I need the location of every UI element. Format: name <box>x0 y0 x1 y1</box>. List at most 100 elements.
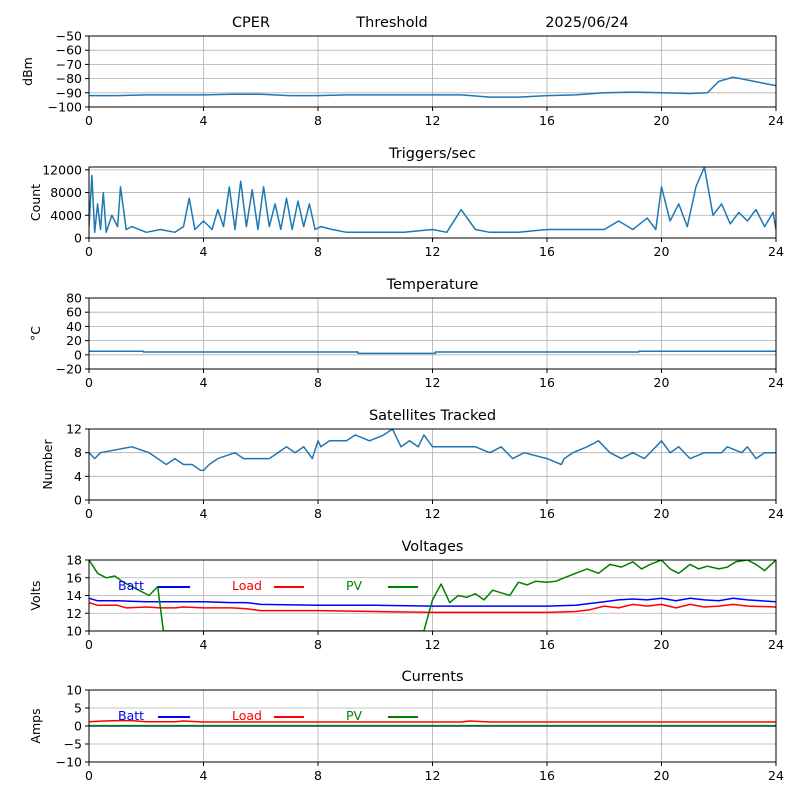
panel-5: 0 4 8 12 16 20 24 10 12 14 16 18 Voltages Volts Batt Lo… <box>28 539 784 652</box>
x-tick-label: 20 <box>654 506 670 521</box>
x-tick-label: 12 <box>425 506 441 521</box>
panel-4: 0 4 8 12 16 20 24 0 4 8 12 Satellites Tracked Number <box>40 408 784 521</box>
legend: Batt Load PV <box>118 578 418 593</box>
x-tick-label: 4 <box>200 113 208 128</box>
y-tick-label: −10 <box>56 755 82 770</box>
y-tick-label: 4 <box>74 469 82 484</box>
panel-title: Currents <box>401 669 463 685</box>
x-tick-label: 20 <box>654 768 670 783</box>
legend-label-load: Load <box>232 578 262 593</box>
x-tick-label: 16 <box>539 113 555 128</box>
legend-label-pv: PV <box>346 578 363 593</box>
x-tick-label: 20 <box>654 244 670 259</box>
x-tick-label: 8 <box>314 768 322 783</box>
y-tick-label: −80 <box>56 71 82 86</box>
panel-title: Voltages <box>402 539 464 555</box>
series-line-load <box>89 719 776 723</box>
y-axis-label: Number <box>40 439 55 490</box>
y-tick-label: 40 <box>66 319 82 334</box>
x-tick-label: 0 <box>85 375 93 390</box>
y-axis-label: Volts <box>28 580 43 610</box>
y-tick-label: −50 <box>56 29 82 44</box>
x-tick-label: 4 <box>200 375 208 390</box>
y-tick-label: −5 <box>64 737 82 752</box>
y-tick-label: −60 <box>56 43 82 58</box>
y-tick-label: −20 <box>56 362 82 377</box>
y-tick-label: 12 <box>66 422 82 437</box>
x-tick-label: 4 <box>200 637 208 652</box>
x-tick-label: 0 <box>85 244 93 259</box>
y-tick-label: 4000 <box>50 208 82 223</box>
x-tick-label: 12 <box>425 375 441 390</box>
y-axis-label: Amps <box>28 708 43 743</box>
y-tick-label: 14 <box>66 588 82 603</box>
y-tick-label: 60 <box>66 305 82 320</box>
x-tick-label: 16 <box>539 375 555 390</box>
header-site: CPER <box>232 15 270 31</box>
y-tick-label: 5 <box>74 701 82 716</box>
x-tick-label: 12 <box>425 244 441 259</box>
y-tick-label: 10 <box>66 683 82 698</box>
x-tick-label: 24 <box>768 506 784 521</box>
y-axis-label: dBm <box>20 57 35 86</box>
series-line <box>89 350 776 355</box>
y-tick-label: 80 <box>66 291 82 306</box>
x-tick-label: 0 <box>85 506 93 521</box>
x-tick-label: 12 <box>425 637 441 652</box>
y-tick-label: −90 <box>56 85 82 100</box>
legend-label-load: Load <box>232 708 262 723</box>
y-tick-label: 8000 <box>50 185 82 200</box>
legend-label-batt: Batt <box>118 578 144 593</box>
x-tick-label: 8 <box>314 506 322 521</box>
x-tick-label: 16 <box>539 244 555 259</box>
series-line <box>89 167 776 234</box>
y-tick-label: −70 <box>56 57 82 72</box>
y-tick-label: 0 <box>74 231 82 246</box>
panel-title: Temperature <box>386 277 479 293</box>
legend-label-batt: Batt <box>118 708 144 723</box>
x-tick-label: 16 <box>539 637 555 652</box>
x-tick-label: 24 <box>768 375 784 390</box>
x-tick-label: 24 <box>768 768 784 783</box>
legend: Batt Load PV <box>118 708 418 723</box>
y-tick-label: 0 <box>74 719 82 734</box>
header-mode: Threshold <box>355 15 427 31</box>
x-tick-label: 20 <box>654 375 670 390</box>
panel-1: 0 4 8 12 16 20 24 −100−90−80−70−60−50 dBm <box>20 29 784 129</box>
y-tick-label: 18 <box>66 553 82 568</box>
y-tick-label: 8 <box>74 445 82 460</box>
x-tick-label: 24 <box>768 113 784 128</box>
x-tick-label: 12 <box>425 768 441 783</box>
x-tick-label: 24 <box>768 244 784 259</box>
x-tick-label: 8 <box>314 244 322 259</box>
series-line <box>89 429 776 472</box>
series-line-batt <box>89 597 776 607</box>
panel-title: Triggers/sec <box>388 146 476 162</box>
y-tick-label: 0 <box>74 347 82 362</box>
y-tick-label: 16 <box>66 570 82 585</box>
y-tick-label: 10 <box>66 624 82 639</box>
x-tick-label: 8 <box>314 113 322 128</box>
y-tick-label: 20 <box>66 333 82 348</box>
x-tick-label: 4 <box>200 244 208 259</box>
x-tick-label: 0 <box>85 637 93 652</box>
x-tick-label: 0 <box>85 768 93 783</box>
series-line <box>89 76 776 98</box>
x-tick-label: 16 <box>539 506 555 521</box>
y-tick-label: 12000 <box>42 162 82 177</box>
y-axis-label: Count <box>28 184 43 221</box>
series-line-pv <box>89 560 776 631</box>
figure-header: CPER Threshold 2025/06/24 <box>232 15 629 31</box>
y-tick-label: 0 <box>74 493 82 508</box>
y-axis-label: °C <box>28 326 43 341</box>
x-tick-label: 4 <box>200 506 208 521</box>
x-tick-label: 8 <box>314 637 322 652</box>
x-tick-label: 16 <box>539 768 555 783</box>
panel-6: 0 4 8 12 16 20 24 −10 −5 0 5 10 Currents Amps Batt Load… <box>28 669 784 783</box>
x-tick-label: 4 <box>200 768 208 783</box>
x-tick-label: 0 <box>85 113 93 128</box>
panel-2: 0 4 8 12 16 20 24 0 4000 8000 12000 Triggers/sec Cou… <box>28 146 784 259</box>
